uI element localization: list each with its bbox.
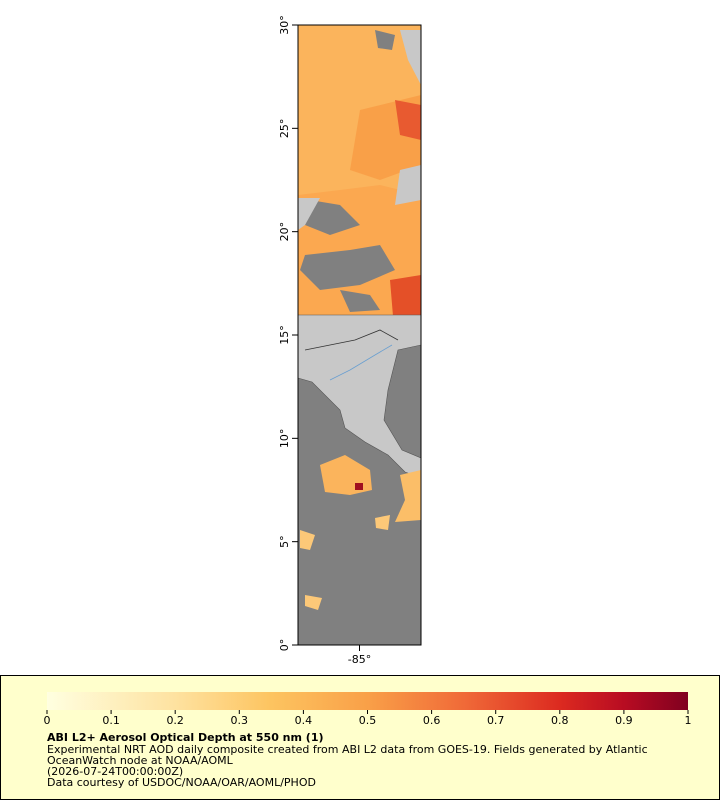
- legend-line: OceanWatch node at NOAA/AOML: [47, 754, 234, 767]
- colorbar: [47, 692, 688, 710]
- y-tick-label: 10°: [278, 429, 291, 449]
- colorbar-tick-label: 0.4: [295, 714, 313, 727]
- y-tick-label: 25°: [278, 119, 291, 139]
- aerosol-field: [375, 515, 390, 530]
- colorbar-tick-label: 0: [44, 714, 51, 727]
- axes: 30° 25° 20° 15° 10° 5° 0° -85°: [278, 15, 371, 666]
- colorbar-tick-label: 0.6: [423, 714, 441, 727]
- land: [400, 30, 421, 85]
- map: [298, 25, 421, 645]
- cloud-gap: [375, 30, 395, 50]
- colorbar-tick-label: 0.1: [102, 714, 120, 727]
- aerosol-field: [355, 483, 363, 490]
- y-tick-label: 20°: [278, 222, 291, 242]
- aerosol-field: [305, 595, 322, 610]
- y-tick-label: 15°: [278, 325, 291, 345]
- land: [298, 314, 421, 479]
- land: [395, 165, 421, 205]
- land: [298, 198, 320, 230]
- aerosol-field: [395, 470, 421, 522]
- aerosol-field: [300, 530, 315, 550]
- border: [304, 329, 399, 351]
- colorbar-tick-label: 1: [685, 714, 692, 727]
- colorbar-tick-label: 0.5: [359, 714, 377, 727]
- legend-line: (2026-07-24T00:00:00Z): [47, 765, 183, 778]
- colorbar-tick-label: 0.9: [615, 714, 633, 727]
- colorbar-tick-label: 0.3: [231, 714, 249, 727]
- aerosol-field: [395, 100, 421, 140]
- colorbar-axis: 0 0.1 0.2 0.3 0.4 0.5 0.6 0.7 0.8 0.9 1: [44, 710, 692, 727]
- y-tick-label: 30°: [278, 15, 291, 35]
- legend-line: Experimental NRT AOD daily composite cre…: [47, 743, 648, 756]
- colorbar-tick-label: 0.2: [166, 714, 184, 727]
- y-tick-label: 0°: [278, 639, 291, 652]
- cloud-gap: [300, 245, 395, 290]
- river: [329, 344, 393, 381]
- legend-title: ABI L2+ Aerosol Optical Depth at 550 nm …: [47, 731, 324, 744]
- cloud-gap: [305, 200, 360, 235]
- cloud-gap: [340, 290, 380, 312]
- x-tick-label: -85°: [348, 653, 371, 666]
- colorbar-tick-label: 0.7: [487, 714, 505, 727]
- y-tick-label: 5°: [278, 535, 291, 548]
- legend-line: Data courtesy of USDOC/NOAA/OAR/AOML/PHO…: [47, 776, 316, 789]
- colorbar-tick-label: 0.8: [551, 714, 569, 727]
